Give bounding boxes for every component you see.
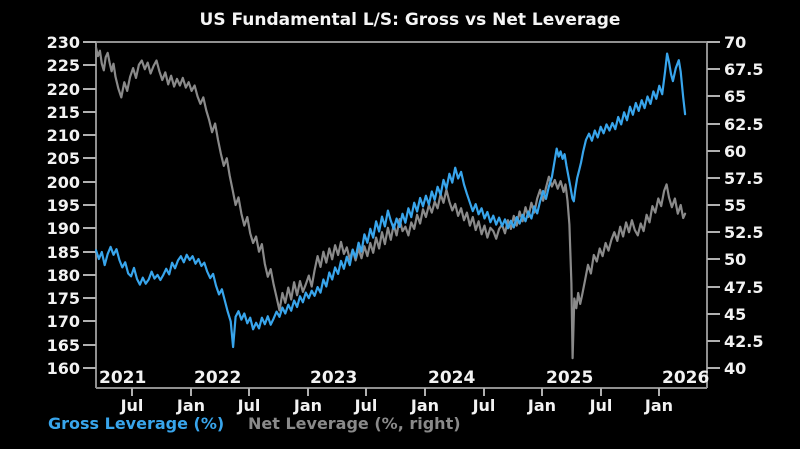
left-tick-label: 230 bbox=[47, 33, 80, 52]
left-axis: 230 225 220 215 210 205 200 195 190 185 … bbox=[47, 33, 96, 378]
left-tick-marks bbox=[83, 41, 96, 369]
left-tick-label: 205 bbox=[47, 149, 80, 168]
month-tick-label: Jan bbox=[293, 396, 322, 415]
left-tick-label: 210 bbox=[47, 126, 80, 145]
year-label: 2023 bbox=[310, 368, 357, 388]
legend-net-label: Net Leverage (%, right) bbox=[248, 414, 461, 433]
right-tick-label: 55 bbox=[724, 196, 746, 215]
right-tick-label: 42.5 bbox=[724, 332, 763, 351]
right-tick-label: 57.5 bbox=[724, 169, 763, 188]
month-tick-label: Jan bbox=[527, 396, 556, 415]
left-tick-label: 190 bbox=[47, 219, 80, 238]
legend: Gross Leverage (%) Net Leverage (%, righ… bbox=[48, 414, 461, 433]
year-label: 2024 bbox=[428, 368, 475, 388]
gross-leverage-line bbox=[94, 52, 687, 349]
chart-title: US Fundamental L/S: Gross vs Net Leverag… bbox=[200, 10, 621, 30]
right-tick-label: 50 bbox=[724, 250, 746, 269]
left-tick-label: 165 bbox=[47, 336, 80, 355]
right-tick-label: 60 bbox=[724, 142, 746, 161]
left-tick-label: 185 bbox=[47, 243, 80, 262]
right-tick-label: 70 bbox=[724, 33, 746, 52]
year-label: 2026 bbox=[662, 368, 709, 388]
right-tick-label: 47.5 bbox=[724, 278, 763, 297]
month-tick-label: Jul bbox=[472, 396, 496, 415]
bottom-axis: Jul Jan Jul Jan Jul Jan Jul Jan Jul Jan bbox=[120, 388, 673, 415]
right-tick-label: 67.5 bbox=[724, 60, 763, 79]
right-tick-label: 52.5 bbox=[724, 223, 763, 242]
right-axis: 70 67.5 65 62.5 60 57.5 55 52.5 50 47.5 … bbox=[707, 33, 763, 378]
left-tick-label: 225 bbox=[47, 56, 80, 75]
bottom-tick-marks bbox=[131, 388, 660, 396]
right-tick-label: 65 bbox=[724, 87, 746, 106]
year-label: 2025 bbox=[546, 368, 593, 388]
legend-gross-label: Gross Leverage (%) bbox=[48, 414, 224, 433]
month-tick-label: Jul bbox=[589, 396, 613, 415]
left-tick-label: 200 bbox=[47, 173, 80, 192]
right-tick-label: 40 bbox=[724, 359, 746, 378]
month-tick-label: Jul bbox=[237, 396, 261, 415]
left-tick-label: 215 bbox=[47, 103, 80, 122]
month-tick-label: Jul bbox=[354, 396, 378, 415]
month-tick-label: Jan bbox=[176, 396, 205, 415]
left-tick-label: 170 bbox=[47, 312, 80, 331]
left-tick-label: 195 bbox=[47, 196, 80, 215]
left-tick-label: 220 bbox=[47, 80, 80, 99]
plot-frame bbox=[95, 41, 708, 389]
year-label: 2021 bbox=[99, 368, 146, 388]
right-tick-marks bbox=[707, 41, 720, 369]
year-label: 2022 bbox=[194, 368, 241, 388]
month-tick-label: Jul bbox=[120, 396, 144, 415]
net-leverage-line bbox=[94, 46, 687, 360]
month-tick-label: Jan bbox=[644, 396, 673, 415]
left-tick-label: 160 bbox=[47, 359, 80, 378]
left-tick-label: 175 bbox=[47, 289, 80, 308]
right-tick-label: 62.5 bbox=[724, 115, 763, 134]
month-tick-label: Jan bbox=[410, 396, 439, 415]
right-tick-label: 45 bbox=[724, 305, 746, 324]
left-tick-label: 180 bbox=[47, 266, 80, 285]
year-labels: 2021 2022 2023 2024 2025 2026 bbox=[99, 368, 709, 388]
